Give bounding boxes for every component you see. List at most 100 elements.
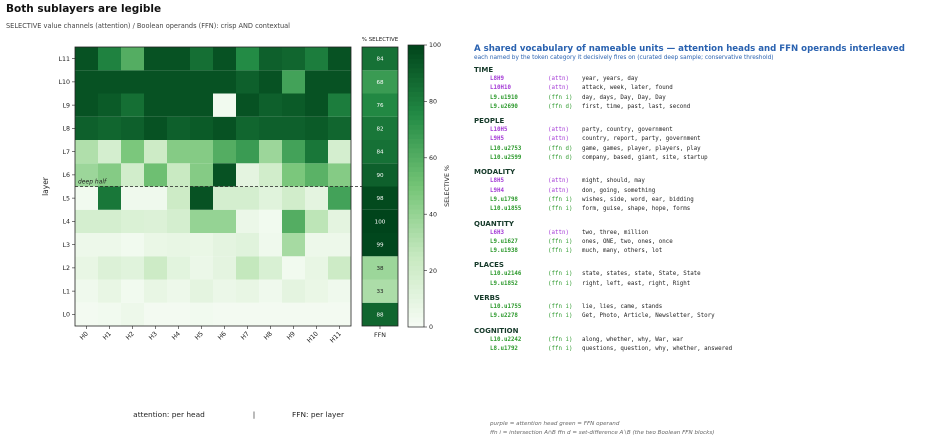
unit-row: L10.u1755 (ffn i) lie, lies, came, stands (474, 303, 934, 312)
heatmap-cell (259, 70, 282, 94)
heatmap-cell (282, 302, 305, 326)
heatmap-cell (121, 140, 144, 164)
unit-id: L8H5 (490, 178, 504, 185)
heatmap-cell (259, 233, 282, 257)
heatmap-cell (167, 163, 190, 187)
unit-tokens: much, many, others, lot (582, 248, 663, 255)
colorbar-segment (408, 308, 424, 314)
colorbar-segment (408, 124, 424, 131)
x-tick-label: H5 (194, 330, 205, 341)
panel-subtitle: each named by the token category it deci… (474, 55, 774, 61)
unit-type: (ffn i) (548, 94, 573, 101)
colorbar-segment (408, 218, 424, 225)
heatmap-cell (259, 116, 282, 140)
heatmap-cell (213, 163, 236, 187)
heatmap-cell (259, 47, 282, 71)
unit-id: L9.u1910 (490, 94, 518, 101)
colorbar-segment (408, 195, 424, 201)
heatmap-cell (98, 116, 121, 140)
unit-row: L9.u1798 (ffn i) wishes, side, word, ear, … (474, 196, 934, 205)
unit-tokens: first, time, past, last, second (582, 103, 691, 110)
heatmap-cell (75, 70, 98, 94)
heatmap-cell (305, 279, 328, 303)
colorbar-segment (408, 261, 424, 267)
heatmap-cell (282, 256, 305, 280)
colorbar-segment (408, 82, 424, 88)
ffn-cell (362, 47, 398, 71)
heatmap-cell (121, 302, 144, 326)
colorbar-segment (408, 157, 424, 163)
unit-type: (attn) (548, 229, 569, 236)
heatmap-cell (305, 163, 328, 187)
unit-id: L10.u1755 (490, 304, 522, 311)
heatmap-cell (144, 233, 167, 257)
heatmap-cell (328, 186, 351, 210)
heatmap-cell (328, 233, 351, 257)
heatmap-cell (121, 47, 144, 71)
unit-row: L9.u2278 (ffn i) Get, Photo, Article, News… (474, 312, 934, 321)
y-tick-label: L7 (62, 149, 70, 156)
heatmap-cell (144, 256, 167, 280)
heatmap-cell (282, 209, 305, 233)
heatmap-cell (98, 233, 121, 257)
unit-type: (ffn d) (548, 145, 573, 152)
x-axis-label-ffn: FFN: per layer (292, 410, 345, 419)
unit-row: L9.u2690 (ffn d) first, time, past, last, … (474, 103, 934, 112)
heatmap-cell (236, 47, 259, 71)
heatmap-cell (282, 186, 305, 210)
unit-id: L9.u1938 (490, 248, 518, 255)
unit-type: (attn) (548, 178, 569, 185)
colorbar-segment (408, 87, 424, 93)
heatmap-cell (236, 70, 259, 94)
colorbar-segment (408, 303, 424, 309)
heatmap-cell (144, 209, 167, 233)
heatmap-cell (190, 302, 213, 326)
heatmap-cell (282, 233, 305, 257)
colorbar-tick-label: 20 (429, 268, 437, 275)
colorbar-segment (408, 190, 424, 196)
colorbar-segment (408, 120, 424, 126)
colorbar-segment (408, 275, 424, 281)
heatmap-cell (121, 256, 144, 280)
heatmap-cell (282, 70, 305, 94)
heatmap-cell (305, 233, 328, 257)
heatmap-cell (328, 256, 351, 280)
unit-row: L9H5 (attn) country, report, party, govern… (474, 135, 934, 144)
unit-id: L10.u1855 (490, 206, 522, 213)
ffn-column-header: % SELECTIVE (362, 37, 399, 43)
unit-type: (ffn i) (548, 336, 573, 343)
unit-type: (ffn i) (548, 206, 573, 213)
ffn-cell (362, 302, 398, 326)
colorbar-segment (408, 251, 424, 257)
colorbar-segment (408, 171, 424, 178)
vocabulary-panel: A shared vocabulary of nameable units — … (474, 44, 934, 354)
unit-tokens: questions, question, why, whether, answe… (582, 345, 733, 352)
x-tick-label: H0 (79, 330, 90, 341)
unit-type: (ffn i) (548, 196, 573, 203)
chart-title: Both sublayers are legible (6, 3, 162, 15)
heatmap-cell (144, 70, 167, 94)
heatmap-cell (328, 93, 351, 117)
unit-row: L10.u2599 (ffn d) company, based, giant, s… (474, 154, 934, 163)
unit-tokens: country, report, party, government (582, 136, 701, 143)
unit-tokens: form, guise, shape, hope, forms (582, 206, 691, 213)
heatmap-cell (282, 140, 305, 164)
unit-tokens: day, days, Day, Day, Day (582, 94, 666, 101)
colorbar-frame (407, 44, 425, 328)
heatmap-cell (282, 116, 305, 140)
heatmap-cell (98, 47, 121, 71)
heatmap-cell (236, 279, 259, 303)
heatmap-cell (236, 256, 259, 280)
y-tick-label: L1 (62, 288, 70, 295)
unit-row: L10.u2753 (ffn d) game, games, player, pla… (474, 145, 934, 154)
heatmap-cell (305, 209, 328, 233)
ffn-cell-label: 84 (376, 57, 384, 63)
heatmap-cell (236, 140, 259, 164)
heatmap-cell (213, 140, 236, 164)
unit-id: L10H10 (490, 85, 511, 92)
ffn-cell-label: 82 (376, 126, 383, 132)
ffn-cell (362, 93, 398, 117)
heatmap-cell (98, 70, 121, 94)
heatmap-cell (305, 47, 328, 71)
unit-id: L9.u1852 (490, 280, 518, 287)
